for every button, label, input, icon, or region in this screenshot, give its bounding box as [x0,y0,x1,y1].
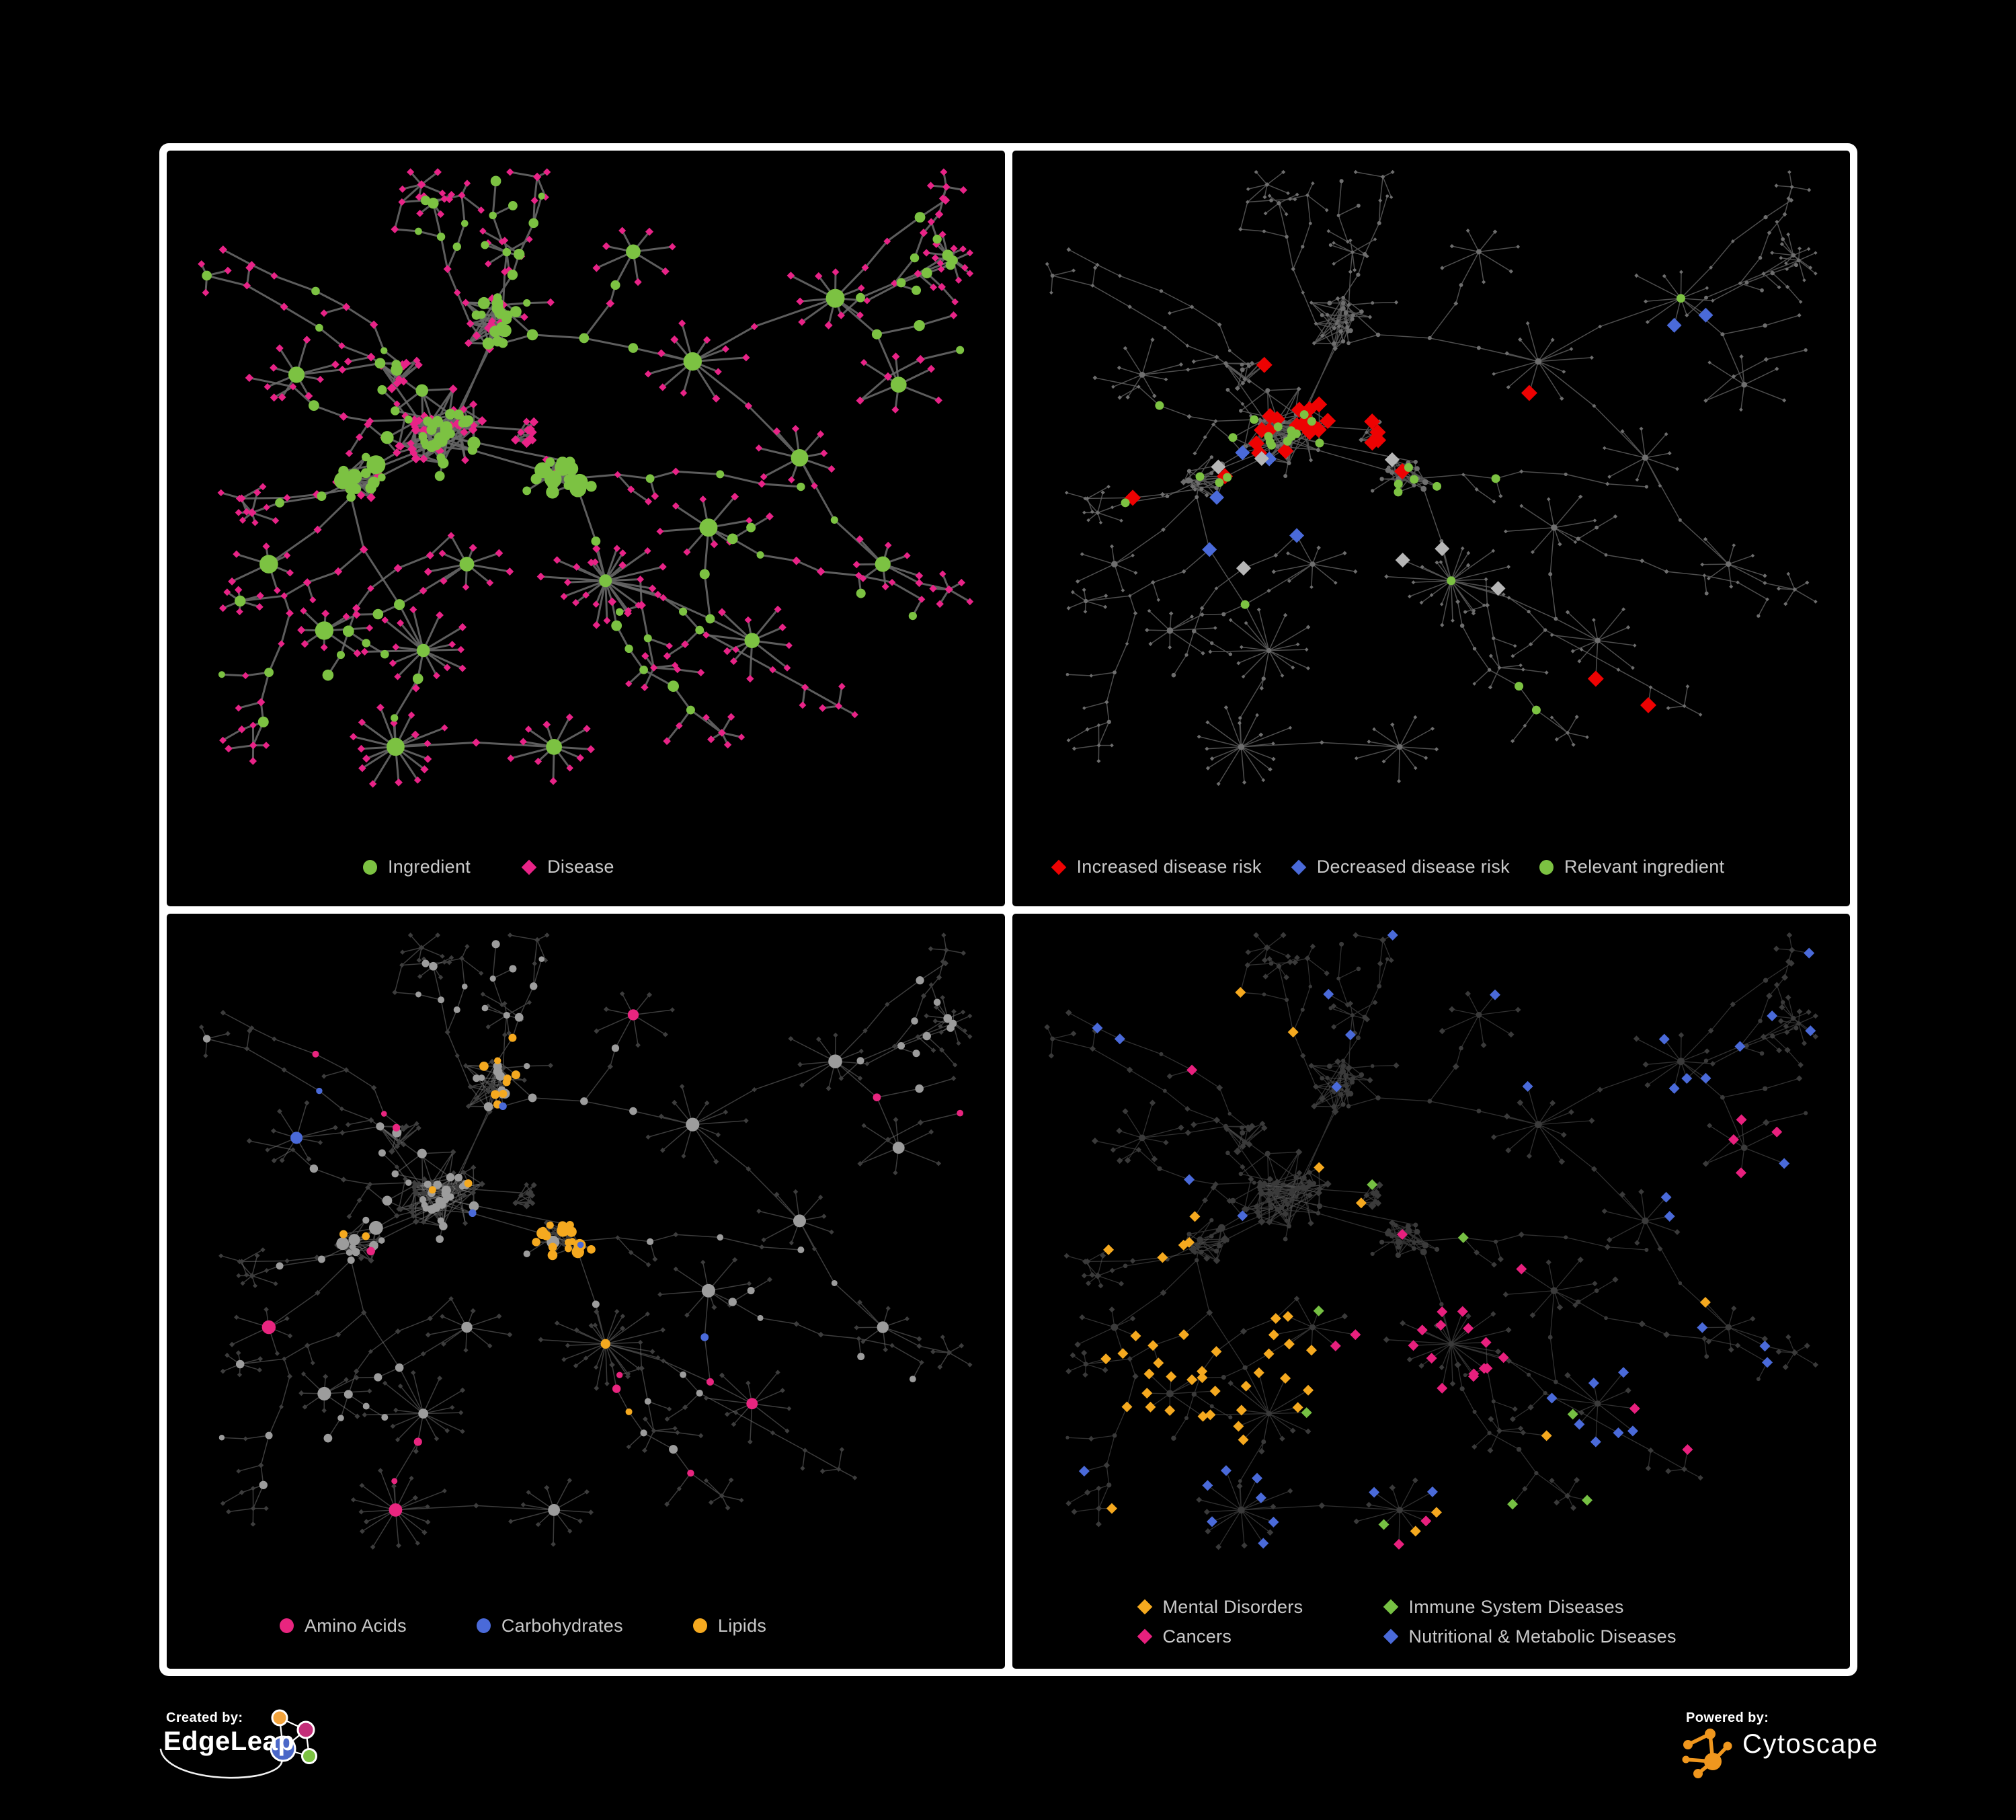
edgeleap-credit: Created by: EdgeLeap [159,1700,335,1795]
legend-label: Relevant ingredient [1564,857,1725,877]
legend-label: Amino Acids [305,1615,407,1636]
legend-macronutrients: Amino Acids Carbohydrates Lipids [280,1616,766,1636]
legend-disease-classes: Mental Disorders Immune System Diseases Ca… [1137,1597,1677,1647]
network-graph-macronutrients [198,932,973,1550]
legend-label: Disease [547,857,614,877]
legend-label: Increased disease risk [1076,857,1262,877]
network-graph-ingredient-disease [198,168,974,788]
circle-marker [692,1618,707,1633]
cytoscape-credit: Powered by: Cytoscape [1679,1700,1921,1795]
legend-item: Ingredient [363,857,471,877]
cytoscape-logo-icon [1682,1729,1732,1778]
edgeleap-logo-graphic [159,1709,317,1779]
cytoscape-wordmark: Cytoscape [1742,1729,1879,1759]
edgeleap-node-blue [270,1735,296,1762]
legend-label: Cancers [1162,1626,1232,1647]
edgeleap-node-magenta [296,1720,315,1739]
legend-item: Mental Disorders [1137,1597,1383,1618]
network-graph-disease-classes [1043,929,1818,1550]
diamond-marker [1051,859,1066,875]
legend-label: Decreased disease risk [1316,857,1510,877]
legend-item: Nutritional & Metabolic Diseases [1383,1626,1677,1647]
diamond-marker [521,859,537,875]
legend-label: Mental Disorders [1162,1596,1303,1617]
legend-disease-risk: Increased disease risk Decreased disease … [1051,857,1725,877]
legend-item: Increased disease risk [1051,857,1262,877]
legend-item: Disease [521,857,614,877]
legend-item: Relevant ingredient [1539,857,1724,877]
legend-label: Ingredient [388,857,471,877]
diamond-marker [1137,1628,1152,1645]
panel-disease-risk-network: Increased disease risk Decreased disease … [1012,151,1850,906]
circle-marker [1539,859,1554,875]
panel-disease-class-network: Mental Disorders Immune System Diseases Ca… [1012,913,1850,1669]
diamond-marker [1383,1599,1398,1615]
legend-item: Immune System Diseases [1383,1597,1677,1618]
legend-item: Lipids [692,1615,767,1636]
legend-label: Carbohydrates [501,1615,623,1636]
circle-marker [280,1618,294,1633]
panel-macronutrient-network: Amino Acids Carbohydrates Lipids [167,913,1005,1669]
circle-marker [476,1618,491,1633]
legend-item: Amino Acids [280,1616,407,1636]
created-by-label: Created by: [166,1710,243,1725]
legend-item: Carbohydrates [476,1615,623,1636]
legend-label: Lipids [717,1615,767,1636]
legend-label: Nutritional & Metabolic Diseases [1408,1626,1677,1647]
figure-grid: Ingredient Disease Increased disease risk… [159,143,1857,1676]
legend-label: Immune System Diseases [1408,1596,1624,1617]
legend-ingredient-disease: Ingredient Disease [363,857,614,877]
diamond-marker [1137,1599,1152,1615]
panel-ingredient-disease-network: Ingredient Disease [167,151,1005,906]
edgeleap-node-orange [271,1709,288,1727]
diamond-marker [1383,1628,1398,1645]
legend-item: Decreased disease risk [1291,857,1510,877]
diamond-marker [1291,859,1307,875]
network-graph-disease-risk [1045,169,1818,787]
edgeleap-node-green [301,1748,317,1764]
legend-item: Cancers [1137,1626,1383,1647]
powered-by-label: Powered by: [1686,1710,1769,1725]
circle-marker [363,859,377,875]
edgeleap-wordmark: EdgeLeap [163,1727,295,1756]
